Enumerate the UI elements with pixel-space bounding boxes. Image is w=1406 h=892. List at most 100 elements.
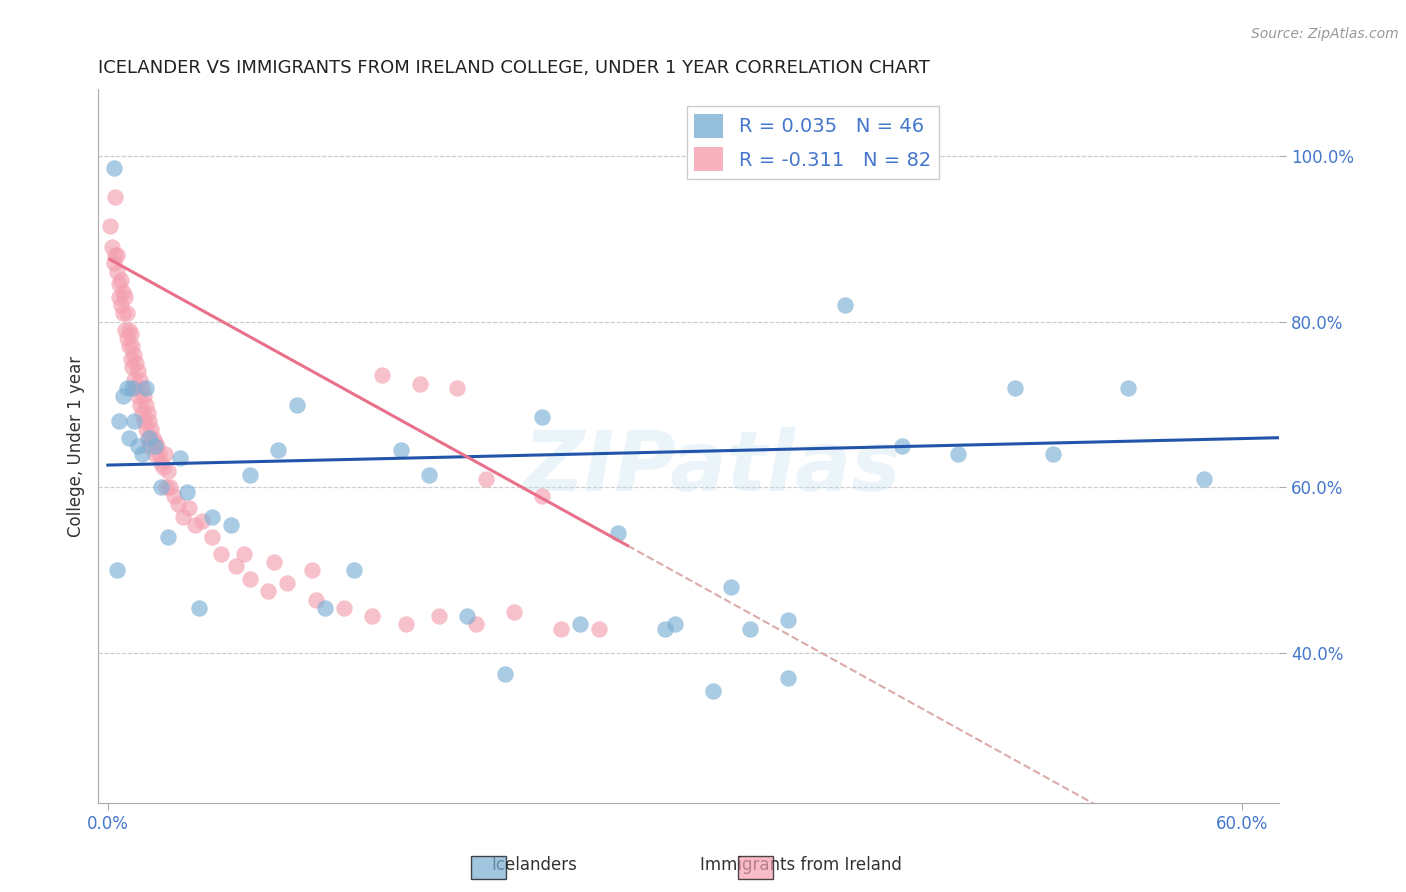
Point [131,406,153,420]
Point [105,248,128,262]
Point [465,617,488,632]
Point [143,434,166,449]
Point [114,290,136,304]
Point [121,360,143,375]
Point [503,605,526,619]
Point [131,381,153,395]
Point [108,414,131,428]
Point [408,376,430,391]
Point [105,265,128,279]
Point [132,414,155,428]
Point [276,575,298,590]
Point [263,555,285,569]
Point [239,468,262,483]
Point [143,447,166,461]
Point [132,389,155,403]
Point [105,564,128,578]
Text: Source: ZipAtlas.com: Source: ZipAtlas.com [1251,27,1399,41]
Point [111,306,134,320]
Point [219,517,242,532]
Point [157,464,180,478]
Point [446,381,468,395]
Point [125,356,148,370]
Text: Icelanders: Icelanders [491,856,578,874]
Point [720,580,742,594]
Text: ICELANDER VS IMMIGRANTS FROM IRELAND COLLEGE, UNDER 1 YEAR CORRELATION CHART: ICELANDER VS IMMIGRANTS FROM IRELAND COL… [98,59,931,77]
Point [114,323,136,337]
Point [172,509,194,524]
Point [607,526,630,541]
Point [1042,447,1064,461]
Point [176,484,198,499]
Point [267,443,290,458]
Point [110,298,132,312]
Point [209,547,232,561]
Point [179,501,201,516]
Point [305,592,328,607]
Point [389,443,412,458]
Point [395,617,418,632]
Point [135,397,157,411]
Point [285,397,308,411]
Point [550,622,572,636]
Point [138,414,160,428]
Point [702,683,724,698]
Point [104,190,127,204]
Point [138,439,160,453]
Point [494,667,516,681]
Point [201,509,224,524]
Point [153,447,176,461]
Point [1192,472,1215,486]
Point [1116,381,1139,395]
Point [115,306,138,320]
Point [135,422,157,436]
Point [136,406,159,420]
Point [531,489,554,503]
Point [143,439,166,453]
Y-axis label: College, Under 1 year: College, Under 1 year [66,355,84,537]
Point [141,422,163,436]
Point [121,381,143,395]
Point [120,351,142,366]
Point [778,613,800,627]
Point [108,290,131,304]
Point [232,547,254,561]
Point [118,323,141,337]
Point [371,368,394,383]
Text: Immigrants from Ireland: Immigrants from Ireland [700,856,903,874]
Point [654,622,676,636]
Point [121,339,143,353]
Point [131,447,153,461]
Point [136,431,159,445]
Point [342,564,364,578]
Point [100,240,122,254]
Point [239,572,262,586]
Point [124,373,146,387]
Point [191,514,214,528]
Point [142,431,165,445]
Point [149,456,172,470]
Point [127,439,149,453]
Point [163,489,186,503]
Text: ZIPatlas: ZIPatlas [523,427,901,508]
Point [1004,381,1026,395]
Point [314,600,336,615]
Point [148,447,170,461]
Point [111,389,134,403]
Point [146,439,169,453]
Point [948,447,970,461]
Point [118,431,141,445]
Point [127,389,149,403]
Point [361,609,384,624]
Point [890,439,912,453]
Point [111,285,134,300]
Point [201,530,224,544]
Point [103,161,125,175]
Point [166,497,188,511]
Point [120,326,142,341]
Point [778,671,800,685]
Point [418,468,440,483]
Point [104,248,127,262]
Point [740,622,762,636]
Point [225,559,247,574]
